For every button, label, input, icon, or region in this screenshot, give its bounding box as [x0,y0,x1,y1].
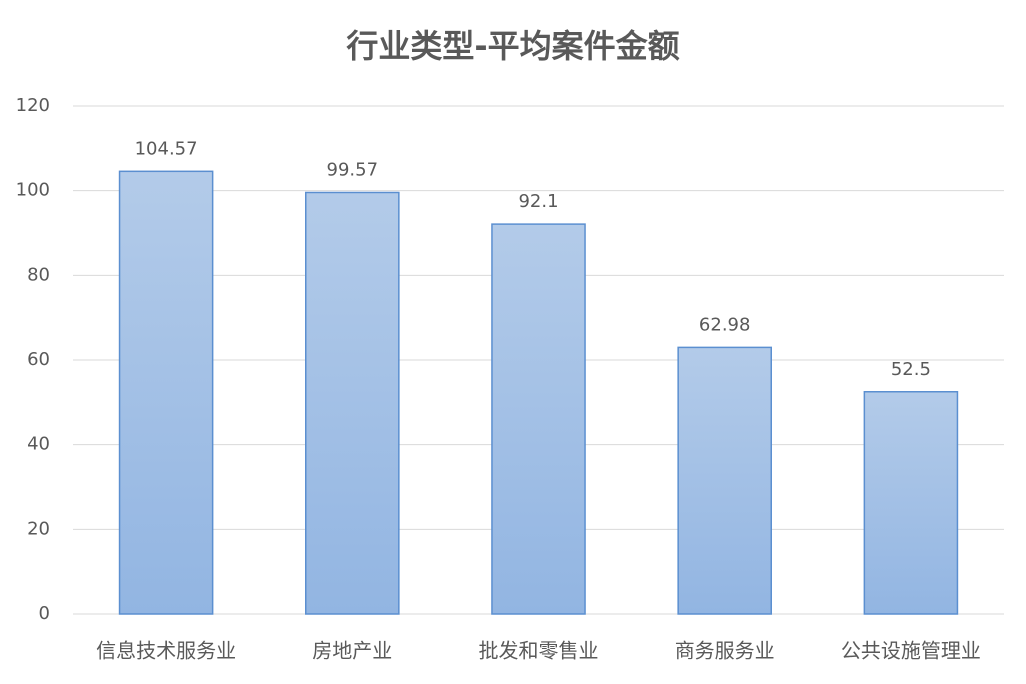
y-tick-label: 100 [16,180,50,201]
bar [863,391,959,615]
y-tick-label: 120 [16,95,50,116]
bar [118,170,214,615]
y-tick-label: 60 [27,349,50,370]
bar [491,223,586,615]
data-label: 104.57 [135,138,198,159]
x-tick-label: 公共设施管理业 [841,639,981,663]
data-label: 52.5 [891,359,931,380]
y-tick-label: 20 [27,518,50,539]
bar [677,346,773,615]
x-tick-label: 房地产业 [312,639,392,663]
chart-title: 行业类型-平均案件金额 [346,27,679,65]
y-tick-label: 40 [27,434,50,455]
x-tick-label: 信息技术服务业 [96,639,236,663]
data-label: 99.57 [327,159,379,180]
y-tick-label: 0 [39,603,50,624]
x-tick-label: 批发和零售业 [479,639,599,663]
x-tick-label: 商务服务业 [675,639,775,663]
y-tick-label: 80 [27,264,50,285]
bar [305,191,400,615]
data-label: 92.1 [518,191,558,212]
data-label: 62.98 [699,314,751,335]
